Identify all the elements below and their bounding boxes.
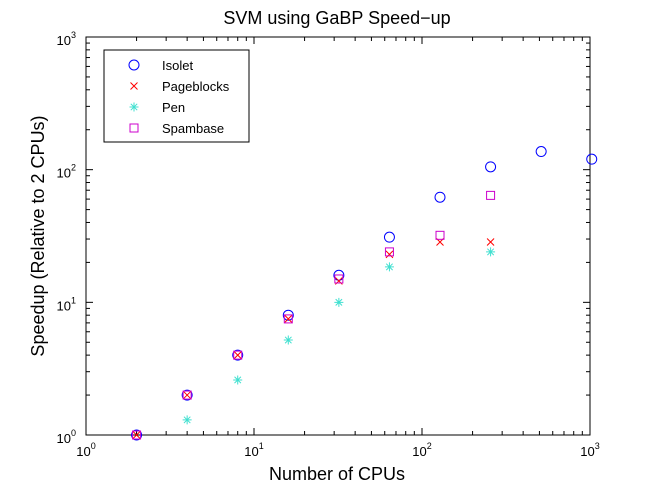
series-spambase [132,190,496,440]
data-point-isolet [383,231,395,243]
x-axis-label: Number of CPUs [269,464,405,484]
y-axis-label: Speedup (Relative to 2 CPUs) [28,115,48,356]
legend-marker [130,82,138,90]
data-point-isolet [232,349,244,361]
data-markers [131,146,598,441]
legend-label: Isolet [162,58,193,73]
data-point-spambase [435,230,445,240]
legend: Isolet Pageblocks Pen Spambase [103,49,250,143]
data-point-pen [384,262,394,272]
data-point-pageblocks [385,250,394,259]
data-point-pen [182,415,192,425]
axis-ticks [85,37,590,436]
legend-label: Spambase [162,121,224,136]
data-point-isolet [535,146,547,158]
data-point-isolet [485,161,497,173]
series-isolet [131,146,598,441]
data-point-pageblocks [233,351,242,359]
legend-box [103,49,250,143]
data-point-pageblocks [284,315,293,323]
x-tick-label: 101 [244,441,263,459]
legend-label: Pen [162,100,185,115]
x-tick-label: 102 [412,441,431,459]
data-point-spambase [384,247,394,257]
x-tick-label: 100 [76,441,95,459]
legend-marker [128,59,140,71]
y-tick-label: 103 [57,30,76,48]
data-point-pageblocks [132,431,141,439]
data-point-pen [334,297,344,307]
data-point-spambase [132,430,142,440]
series-pageblocks [132,238,495,439]
y-tick-label: 100 [57,428,76,446]
data-point-isolet [434,191,446,203]
data-point-isolet [181,389,193,401]
tick-labels: 100 101 102 103 100 101 102 103 [57,30,600,459]
legend-marker [129,123,139,133]
data-point-isolet [131,429,143,441]
data-point-pen [233,375,243,385]
data-point-spambase [182,390,192,400]
series-pen [182,247,496,425]
chart-title: SVM using GaBP Speed−up [223,8,450,28]
x-tick-label: 103 [580,441,599,459]
legend-marker [129,102,139,112]
legend-item-isolet: Isolet [128,58,193,73]
legend-item-spambase: Spambase [129,121,224,136]
y-tick-label: 101 [57,295,76,313]
data-point-pen [283,335,293,345]
data-point-isolet [586,153,598,165]
data-point-spambase [486,190,496,200]
data-point-spambase [334,274,344,284]
data-point-spambase [283,314,293,324]
legend-item-pageblocks: Pageblocks [130,79,230,94]
data-point-pen [486,247,496,257]
data-point-pageblocks [183,391,191,399]
y-tick-label: 102 [57,163,76,181]
legend-item-pen: Pen [129,100,185,115]
data-point-pageblocks [486,238,495,246]
data-point-spambase [233,350,243,360]
data-point-isolet [282,309,294,321]
legend-label: Pageblocks [162,79,230,94]
